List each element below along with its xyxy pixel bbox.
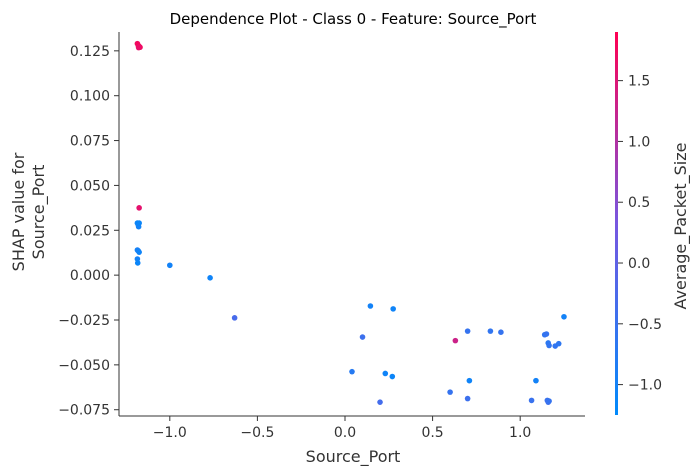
data-point xyxy=(543,331,550,337)
data-point xyxy=(464,328,471,334)
x-tick-label: 0.5 xyxy=(421,425,443,441)
data-point xyxy=(447,389,453,395)
y-axis-title: SHAP value for Source_Port xyxy=(9,152,49,271)
x-tick-label: 1.0 xyxy=(509,425,531,441)
data-point xyxy=(136,205,142,211)
data-point xyxy=(135,44,142,51)
data-point xyxy=(533,377,539,384)
data-point xyxy=(136,220,142,226)
data-point xyxy=(452,337,459,344)
y-tick-label: −0.025 xyxy=(58,313,110,329)
data-point xyxy=(359,334,366,340)
data-point xyxy=(377,399,383,405)
data-point xyxy=(487,328,494,334)
x-tick-label: 0.0 xyxy=(334,425,356,441)
data-point xyxy=(231,315,238,321)
x-tick-label: −1.0 xyxy=(153,425,187,441)
y-tick-label: 0.125 xyxy=(70,44,110,60)
x-axis-title: Source_Port xyxy=(306,447,401,467)
data-point xyxy=(528,397,535,404)
data-point xyxy=(389,373,396,380)
data-point xyxy=(546,398,552,404)
data-point xyxy=(561,313,567,320)
y-tick-label: 0.050 xyxy=(70,178,110,194)
data-point xyxy=(367,303,374,309)
data-point xyxy=(136,249,142,255)
data-point xyxy=(390,306,396,312)
data-point xyxy=(349,368,355,375)
data-point xyxy=(134,260,141,266)
colorbar-title: Average_Packet_Size xyxy=(671,143,691,310)
data-point xyxy=(464,395,471,402)
colorbar-gradient xyxy=(615,32,618,415)
y-tick-label: −0.050 xyxy=(58,358,110,374)
colorbar-tick-label: 0.0 xyxy=(628,256,650,272)
data-point xyxy=(546,342,552,349)
colorbar-tick-label: 1.5 xyxy=(628,74,650,90)
data-point xyxy=(466,377,473,384)
y-tick-label: 0.025 xyxy=(70,223,110,239)
data-point xyxy=(382,370,389,377)
x-tick-label: −0.5 xyxy=(240,425,274,441)
y-tick-label: 0.100 xyxy=(70,89,110,105)
y-tick-label: 0.000 xyxy=(70,268,110,284)
data-point xyxy=(555,340,562,347)
colorbar-tick-label: 0.5 xyxy=(628,195,650,211)
chart-title: Dependence Plot - Class 0 - Feature: Sou… xyxy=(170,10,537,29)
data-point xyxy=(207,275,213,281)
colorbar-tick-label: −1.0 xyxy=(628,378,662,394)
y-axis-title-line-2: Source_Port xyxy=(29,165,49,260)
colorbar-tick-label: 1.0 xyxy=(628,134,650,150)
plot-area: −1.0 −0.5 0.0 0.5 1.0 −0.075 −0.050 −0.025 0.000… xyxy=(58,32,585,441)
colorbar: −1.0 −0.5 0.0 0.5 1.0 1.5 xyxy=(615,32,662,415)
data-point xyxy=(167,262,173,269)
y-axis-title-line-1: SHAP value for xyxy=(9,152,28,271)
data-point xyxy=(498,329,504,336)
y-tick-label: −0.075 xyxy=(58,403,110,419)
y-tick-label: 0.075 xyxy=(70,134,110,150)
colorbar-tick-label: −0.5 xyxy=(628,317,662,333)
